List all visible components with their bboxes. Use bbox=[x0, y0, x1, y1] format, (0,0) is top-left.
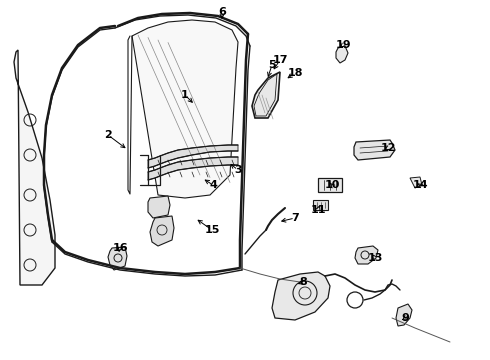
Text: 16: 16 bbox=[112, 243, 128, 253]
Polygon shape bbox=[148, 196, 170, 218]
Text: 2: 2 bbox=[104, 130, 112, 140]
Polygon shape bbox=[272, 272, 330, 320]
Polygon shape bbox=[148, 145, 238, 168]
Text: 5: 5 bbox=[268, 60, 276, 70]
Text: 15: 15 bbox=[204, 225, 220, 235]
Text: 4: 4 bbox=[209, 180, 217, 190]
Text: 11: 11 bbox=[310, 205, 326, 215]
Text: 12: 12 bbox=[380, 143, 396, 153]
Polygon shape bbox=[148, 157, 238, 180]
Text: 10: 10 bbox=[324, 180, 340, 190]
Text: 13: 13 bbox=[368, 253, 383, 263]
Polygon shape bbox=[396, 304, 412, 326]
Text: 14: 14 bbox=[412, 180, 428, 190]
Text: 9: 9 bbox=[401, 313, 409, 323]
Polygon shape bbox=[132, 20, 238, 198]
Polygon shape bbox=[254, 74, 277, 116]
Polygon shape bbox=[410, 177, 422, 188]
Text: 3: 3 bbox=[234, 165, 242, 175]
Text: 18: 18 bbox=[287, 68, 303, 78]
Polygon shape bbox=[355, 246, 378, 264]
Polygon shape bbox=[318, 178, 342, 192]
Text: 6: 6 bbox=[218, 7, 226, 17]
Text: 17: 17 bbox=[272, 55, 288, 65]
Polygon shape bbox=[313, 200, 328, 210]
Text: 1: 1 bbox=[181, 90, 189, 100]
Text: 7: 7 bbox=[291, 213, 299, 223]
Polygon shape bbox=[354, 140, 395, 160]
Text: 19: 19 bbox=[335, 40, 351, 50]
Text: 8: 8 bbox=[299, 277, 307, 287]
Polygon shape bbox=[14, 50, 55, 285]
Polygon shape bbox=[252, 72, 280, 118]
Polygon shape bbox=[150, 216, 174, 246]
Polygon shape bbox=[336, 46, 348, 63]
Polygon shape bbox=[108, 247, 127, 270]
